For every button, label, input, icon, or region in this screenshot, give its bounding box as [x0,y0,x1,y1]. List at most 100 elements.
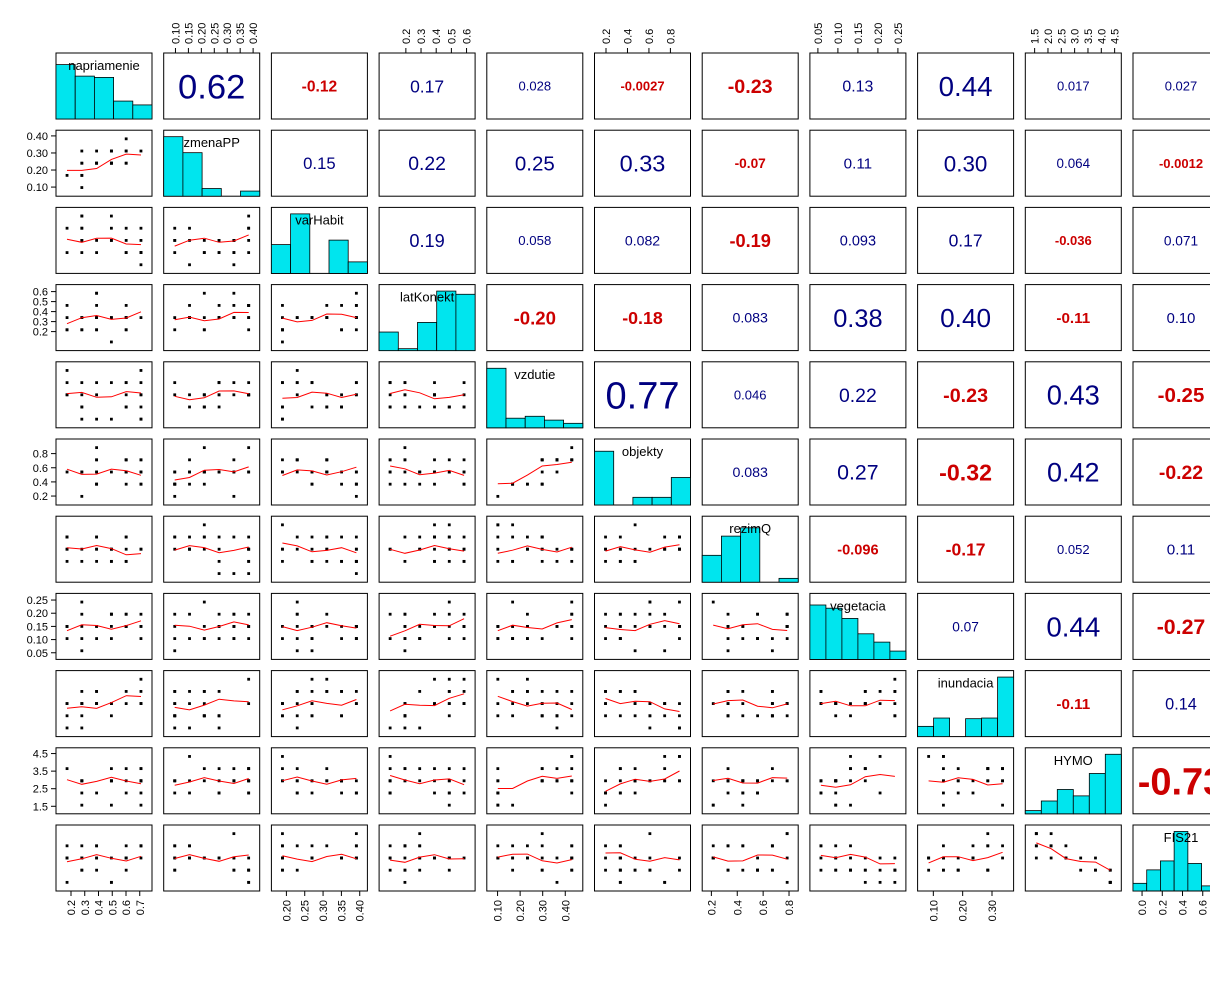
data-point [139,369,143,372]
cell-HYMO-HYMO: HYMO [1024,747,1122,815]
data-point [462,559,466,563]
panel-frame [1024,438,1122,506]
tick-label: 0.5 [107,900,119,915]
data-point [80,470,84,474]
smoother-line [497,695,573,710]
correlation-value: 0.42 [1047,458,1100,488]
data-point [247,470,251,474]
data-point [325,677,329,681]
data-point [310,547,314,551]
data-point [325,535,329,539]
panel-frame [1132,670,1210,738]
data-point [433,547,436,551]
panel-frame [594,824,691,892]
data-point [65,226,69,230]
data-point [139,803,143,807]
data-point [247,612,251,616]
panel-frame [917,52,1015,120]
data-point [388,791,392,795]
cell-rezimQ-zmenaPP [163,515,261,583]
correlation-value: 0.62 [178,68,245,106]
data-point [756,637,759,640]
cell-rezimQ-vegetacia: -0.096 [809,515,907,583]
data-point [281,316,284,319]
data-point [325,779,329,783]
data-point [604,779,607,783]
cell-objekty-HYMO: 0.42 [1024,438,1122,506]
data-point [648,547,652,551]
tick-label: 2.0 [1043,29,1055,44]
data-point [109,381,113,385]
data-point [202,600,206,604]
histogram-bar [455,293,476,351]
tick-label: 3.5 [1083,29,1095,44]
data-point [354,381,358,385]
data-point [1064,856,1068,860]
cell-FIS21-rezimQ [701,824,799,892]
tick-label: 1.5 [1030,29,1042,44]
data-point [726,690,730,693]
tick-label: 0.20 [196,23,208,44]
panel-frame [486,592,584,660]
data-point [540,868,544,872]
data-point [403,405,407,409]
histogram-bar [94,77,115,120]
cell-inundacia-inundacia: inundacia [917,670,1015,738]
data-point [65,559,69,563]
data-point [95,535,99,539]
data-point [741,791,745,795]
tick-label: 0.3 [416,29,428,44]
data-point [188,482,191,486]
panel-frame [378,206,476,274]
data-point [310,637,314,640]
data-point [202,470,206,474]
cell-varHabit-FIS21: 0.071 [1132,206,1210,274]
cell-vegetacia-rezimQ [701,592,799,660]
panel-frame [270,515,368,583]
panel-frame [1132,129,1210,197]
histogram-bar [132,104,153,120]
data-point [447,856,451,860]
data-point [726,844,730,848]
data-point [756,791,759,795]
histogram-bar [594,450,615,506]
panel-frame [163,361,261,429]
cell-zmenaPP-objekty: 0.33 [594,129,691,197]
data-point [173,702,177,705]
data-point [95,470,99,474]
panel-frame [809,361,907,429]
data-point [173,226,177,230]
panel-frame [701,592,799,660]
histogram-bar [778,577,799,583]
data-point [403,446,407,450]
data-point [139,767,143,771]
smoother-line [174,777,249,786]
cell-zmenaPP-vegetacia: 0.11 [809,129,907,197]
data-point [188,779,191,783]
cell-inundacia-vzdutie [486,670,584,738]
panel-frame [55,824,153,892]
histogram-bar [997,676,1014,738]
cell-vzdutie-objekty: 0.77 [594,361,691,429]
correlation-value: -0.036 [1055,233,1092,248]
cell-zmenaPP-vzdutie: 0.25 [486,129,584,197]
data-point [281,417,284,421]
data-point [418,726,422,730]
panel-frame [809,206,907,274]
data-point [354,535,358,539]
cell-latKonekt-inundacia: 0.40 [917,284,1015,352]
data-point [526,844,529,848]
panel-frame [270,361,368,429]
data-point [340,690,343,693]
data-point [310,405,314,409]
data-point [109,767,113,771]
data-point [726,779,730,783]
smoother-line [66,468,142,476]
smoother-line [282,622,357,632]
data-point [648,868,652,872]
panel-frame [270,129,368,197]
data-point [403,612,407,616]
data-point [418,482,422,486]
cell-HYMO-vzdutie [486,747,584,815]
data-point [447,714,451,718]
